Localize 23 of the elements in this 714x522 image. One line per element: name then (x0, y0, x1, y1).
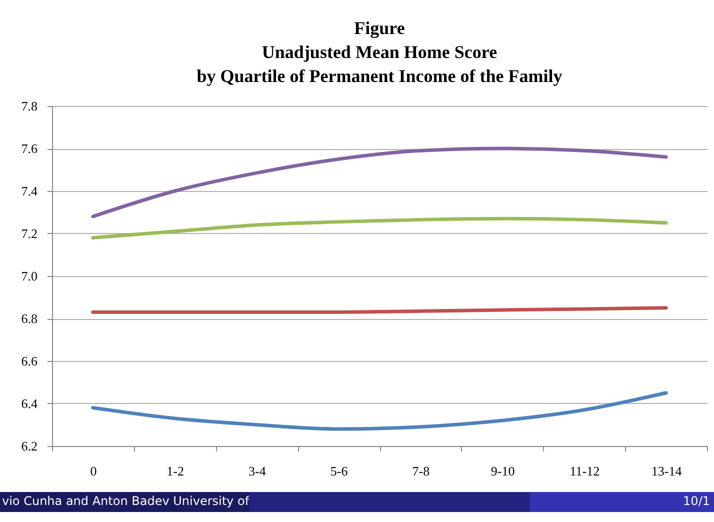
line-series (91, 146, 668, 218)
y-tick-label: 7.0 (21, 268, 38, 284)
x-tick-label: 5-6 (330, 464, 348, 478)
y-tick-label: 7.2 (21, 226, 38, 241)
x-tick-label: 1-2 (166, 464, 184, 478)
y-tick-label: 6.6 (21, 354, 38, 368)
line-series (91, 216, 668, 240)
y-tick-label: 6.2 (21, 438, 38, 454)
chart-title: Figure Unadjusted Mean Home Score by Quartile of Permanent Income of the Family (196, 18, 562, 86)
y-tick-label: 6.8 (21, 311, 38, 326)
y-tick-label: 7.4 (21, 184, 38, 198)
x-tick-label: 11-12 (570, 464, 600, 478)
x-tick-label: 9-10 (490, 464, 515, 478)
y-tick-label: 7.6 (21, 141, 38, 156)
x-tick-label: 0 (90, 464, 97, 478)
y-tick-label: 6.4 (21, 396, 38, 411)
y-tick-label: 7.8 (21, 98, 38, 114)
text: 10/1 (530, 492, 714, 512)
x-tick-label: 7-8 (412, 464, 430, 478)
x-tick-label: 13-14 (651, 464, 682, 478)
line-series (91, 391, 668, 431)
x-tick-label: 3-4 (248, 464, 266, 478)
text: vio Cunha and Anton Badev University of (0, 492, 250, 512)
